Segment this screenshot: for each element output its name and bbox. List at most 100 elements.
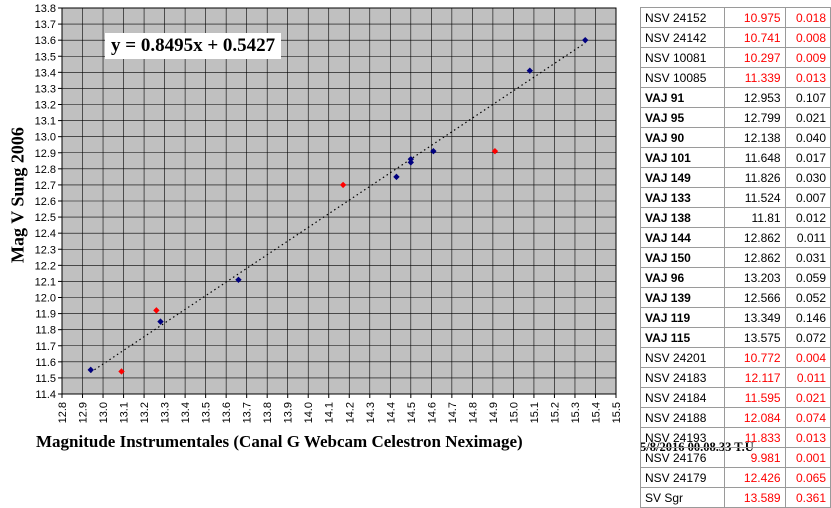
star-name-cell: NSV 24176 xyxy=(640,447,725,468)
star-name-cell: VAJ 90 xyxy=(640,127,725,148)
magnitude-cell: 10.772 xyxy=(723,347,786,368)
table-row: VAJ 138 11.81 0.012 xyxy=(640,207,831,228)
data-point xyxy=(407,155,415,163)
data-points xyxy=(87,36,589,375)
star-name-cell: NSV 10085 xyxy=(640,67,725,88)
table-row: VAJ 95 12.799 0.021 xyxy=(640,107,831,128)
error-cell: 0.040 xyxy=(784,127,831,148)
y-tick-label: 11.7 xyxy=(35,341,56,353)
table-row: NSV 24183 12.117 0.011 xyxy=(640,367,831,388)
star-name-cell: SV Sgr xyxy=(640,487,725,508)
y-tick-label: 12.1 xyxy=(35,276,56,288)
magnitude-cell: 11.524 xyxy=(723,187,786,208)
table-row: VAJ 133 11.524 0.007 xyxy=(640,187,831,208)
table-row: VAJ 149 11.826 0.030 xyxy=(640,167,831,188)
table-row: NSV 10081 10.297 0.009 xyxy=(640,47,831,68)
trendline-group xyxy=(90,42,586,373)
x-tick-label: 13.7 xyxy=(242,402,254,423)
trendline-equation: y = 0.8495x + 0.5427 xyxy=(105,33,282,59)
y-tick-label: 12.3 xyxy=(35,244,56,256)
table-row: VAJ 91 12.953 0.107 xyxy=(640,87,831,108)
error-cell: 0.074 xyxy=(784,407,831,428)
star-name-cell: VAJ 133 xyxy=(640,187,725,208)
data-point xyxy=(526,67,534,74)
error-cell: 0.018 xyxy=(784,7,831,28)
y-tick-label: 12.6 xyxy=(35,196,56,208)
table-row: NSV 24179 12.426 0.065 xyxy=(640,467,831,488)
star-name-cell: VAJ 139 xyxy=(640,287,725,308)
x-tick-label: 14.4 xyxy=(385,402,397,423)
magnitude-cell: 9.981 xyxy=(723,447,786,468)
error-cell: 0.013 xyxy=(784,67,831,88)
y-tick-label: 11.9 xyxy=(35,309,56,321)
y-tick-label: 11.5 xyxy=(35,373,56,385)
y-tick-label: 12.7 xyxy=(35,180,56,192)
data-point xyxy=(430,147,437,155)
magnitude-cell: 13.203 xyxy=(723,267,786,288)
x-tick-label: 14.6 xyxy=(426,402,438,423)
x-tick-label: 14.1 xyxy=(324,402,336,423)
magnitude-cell: 11.833 xyxy=(723,427,786,448)
y-tick-label: 13.7 xyxy=(35,19,56,31)
error-cell: 0.013 xyxy=(784,427,831,448)
table-row: VAJ 119 13.349 0.146 xyxy=(640,307,831,328)
x-tick-label: 12.9 xyxy=(78,402,90,423)
y-tick-label: 12.5 xyxy=(35,212,56,224)
star-name-cell: NSV 24201 xyxy=(640,347,725,368)
error-cell: 0.011 xyxy=(784,367,831,388)
table-row: VAJ 139 12.566 0.052 xyxy=(640,287,831,308)
star-name-cell: VAJ 138 xyxy=(640,207,725,228)
x-axis-label: Magnitude Instrumentales (Canal G Webcam… xyxy=(36,432,523,451)
magnitude-cell: 11.595 xyxy=(723,387,786,408)
magnitude-cell: 13.575 xyxy=(723,327,786,348)
star-name-cell: VAJ 101 xyxy=(640,147,725,168)
y-tick-label: 12.2 xyxy=(35,260,56,272)
star-name-cell: VAJ 91 xyxy=(640,87,725,108)
y-tick-label: 12.8 xyxy=(35,164,56,176)
error-cell: 0.146 xyxy=(784,307,831,328)
star-name-cell: VAJ 115 xyxy=(640,327,725,348)
x-tick-label: 14.2 xyxy=(344,402,356,423)
data-point xyxy=(407,159,415,166)
x-tick-label: 15.4 xyxy=(590,402,602,423)
error-cell: 0.052 xyxy=(784,287,831,308)
error-cell: 0.011 xyxy=(784,227,831,248)
x-tick-label: 13.3 xyxy=(160,402,172,423)
y-axis-label: Mag V Sung 2006 xyxy=(7,127,28,263)
x-tick-label: 13.9 xyxy=(283,402,295,423)
y-tick-label: 13.4 xyxy=(35,67,56,79)
magnitude-cell: 13.589 xyxy=(723,487,786,508)
x-tick-label: 15.1 xyxy=(529,402,541,423)
x-tick-label: 13.2 xyxy=(139,402,151,423)
error-cell: 0.030 xyxy=(784,167,831,188)
magnitude-cell: 12.117 xyxy=(723,367,786,388)
y-tick-label: 13.1 xyxy=(35,116,56,128)
y-tick-labels: 11.4 11.5 11.6 11.7 11.8 11.9 12.0 12.1 12.2 12.3… xyxy=(35,3,56,401)
error-cell: 0.065 xyxy=(784,467,831,488)
y-tick-label: 13.0 xyxy=(35,132,56,144)
data-point xyxy=(118,368,125,375)
table-row: NSV 24201 10.772 0.004 xyxy=(640,347,831,368)
y-tick-label: 12.4 xyxy=(35,228,56,240)
magnitude-cell: 12.566 xyxy=(723,287,786,308)
star-name-cell: NSV 24193 xyxy=(640,427,725,448)
table-row: VAJ 96 13.203 0.059 xyxy=(640,267,831,288)
table-row: VAJ 150 12.862 0.031 xyxy=(640,247,831,268)
star-name-cell: NSV 24152 xyxy=(640,7,725,28)
data-point xyxy=(491,147,499,155)
data-point xyxy=(582,36,589,44)
table-row: NSV 24188 12.084 0.074 xyxy=(640,407,831,428)
x-tick-label: 14.5 xyxy=(406,402,418,423)
y-tick-label: 11.6 xyxy=(35,357,56,369)
y-tick-label: 13.6 xyxy=(35,35,56,47)
y-tick-label: 12.0 xyxy=(35,293,56,305)
x-tick-label: 13.5 xyxy=(201,402,213,423)
data-point xyxy=(393,173,400,181)
star-magnitude-table: NSV 24152 10.975 0.018 NSV 24142 10.741 0.008… xyxy=(640,7,831,508)
y-tick-label: 11.8 xyxy=(35,325,56,337)
x-tick-label: 14.7 xyxy=(447,402,459,423)
error-cell: 0.017 xyxy=(784,147,831,168)
error-cell: 0.059 xyxy=(784,267,831,288)
magnitude-cell: 11.339 xyxy=(723,67,786,88)
star-name-cell: NSV 10081 xyxy=(640,47,725,68)
